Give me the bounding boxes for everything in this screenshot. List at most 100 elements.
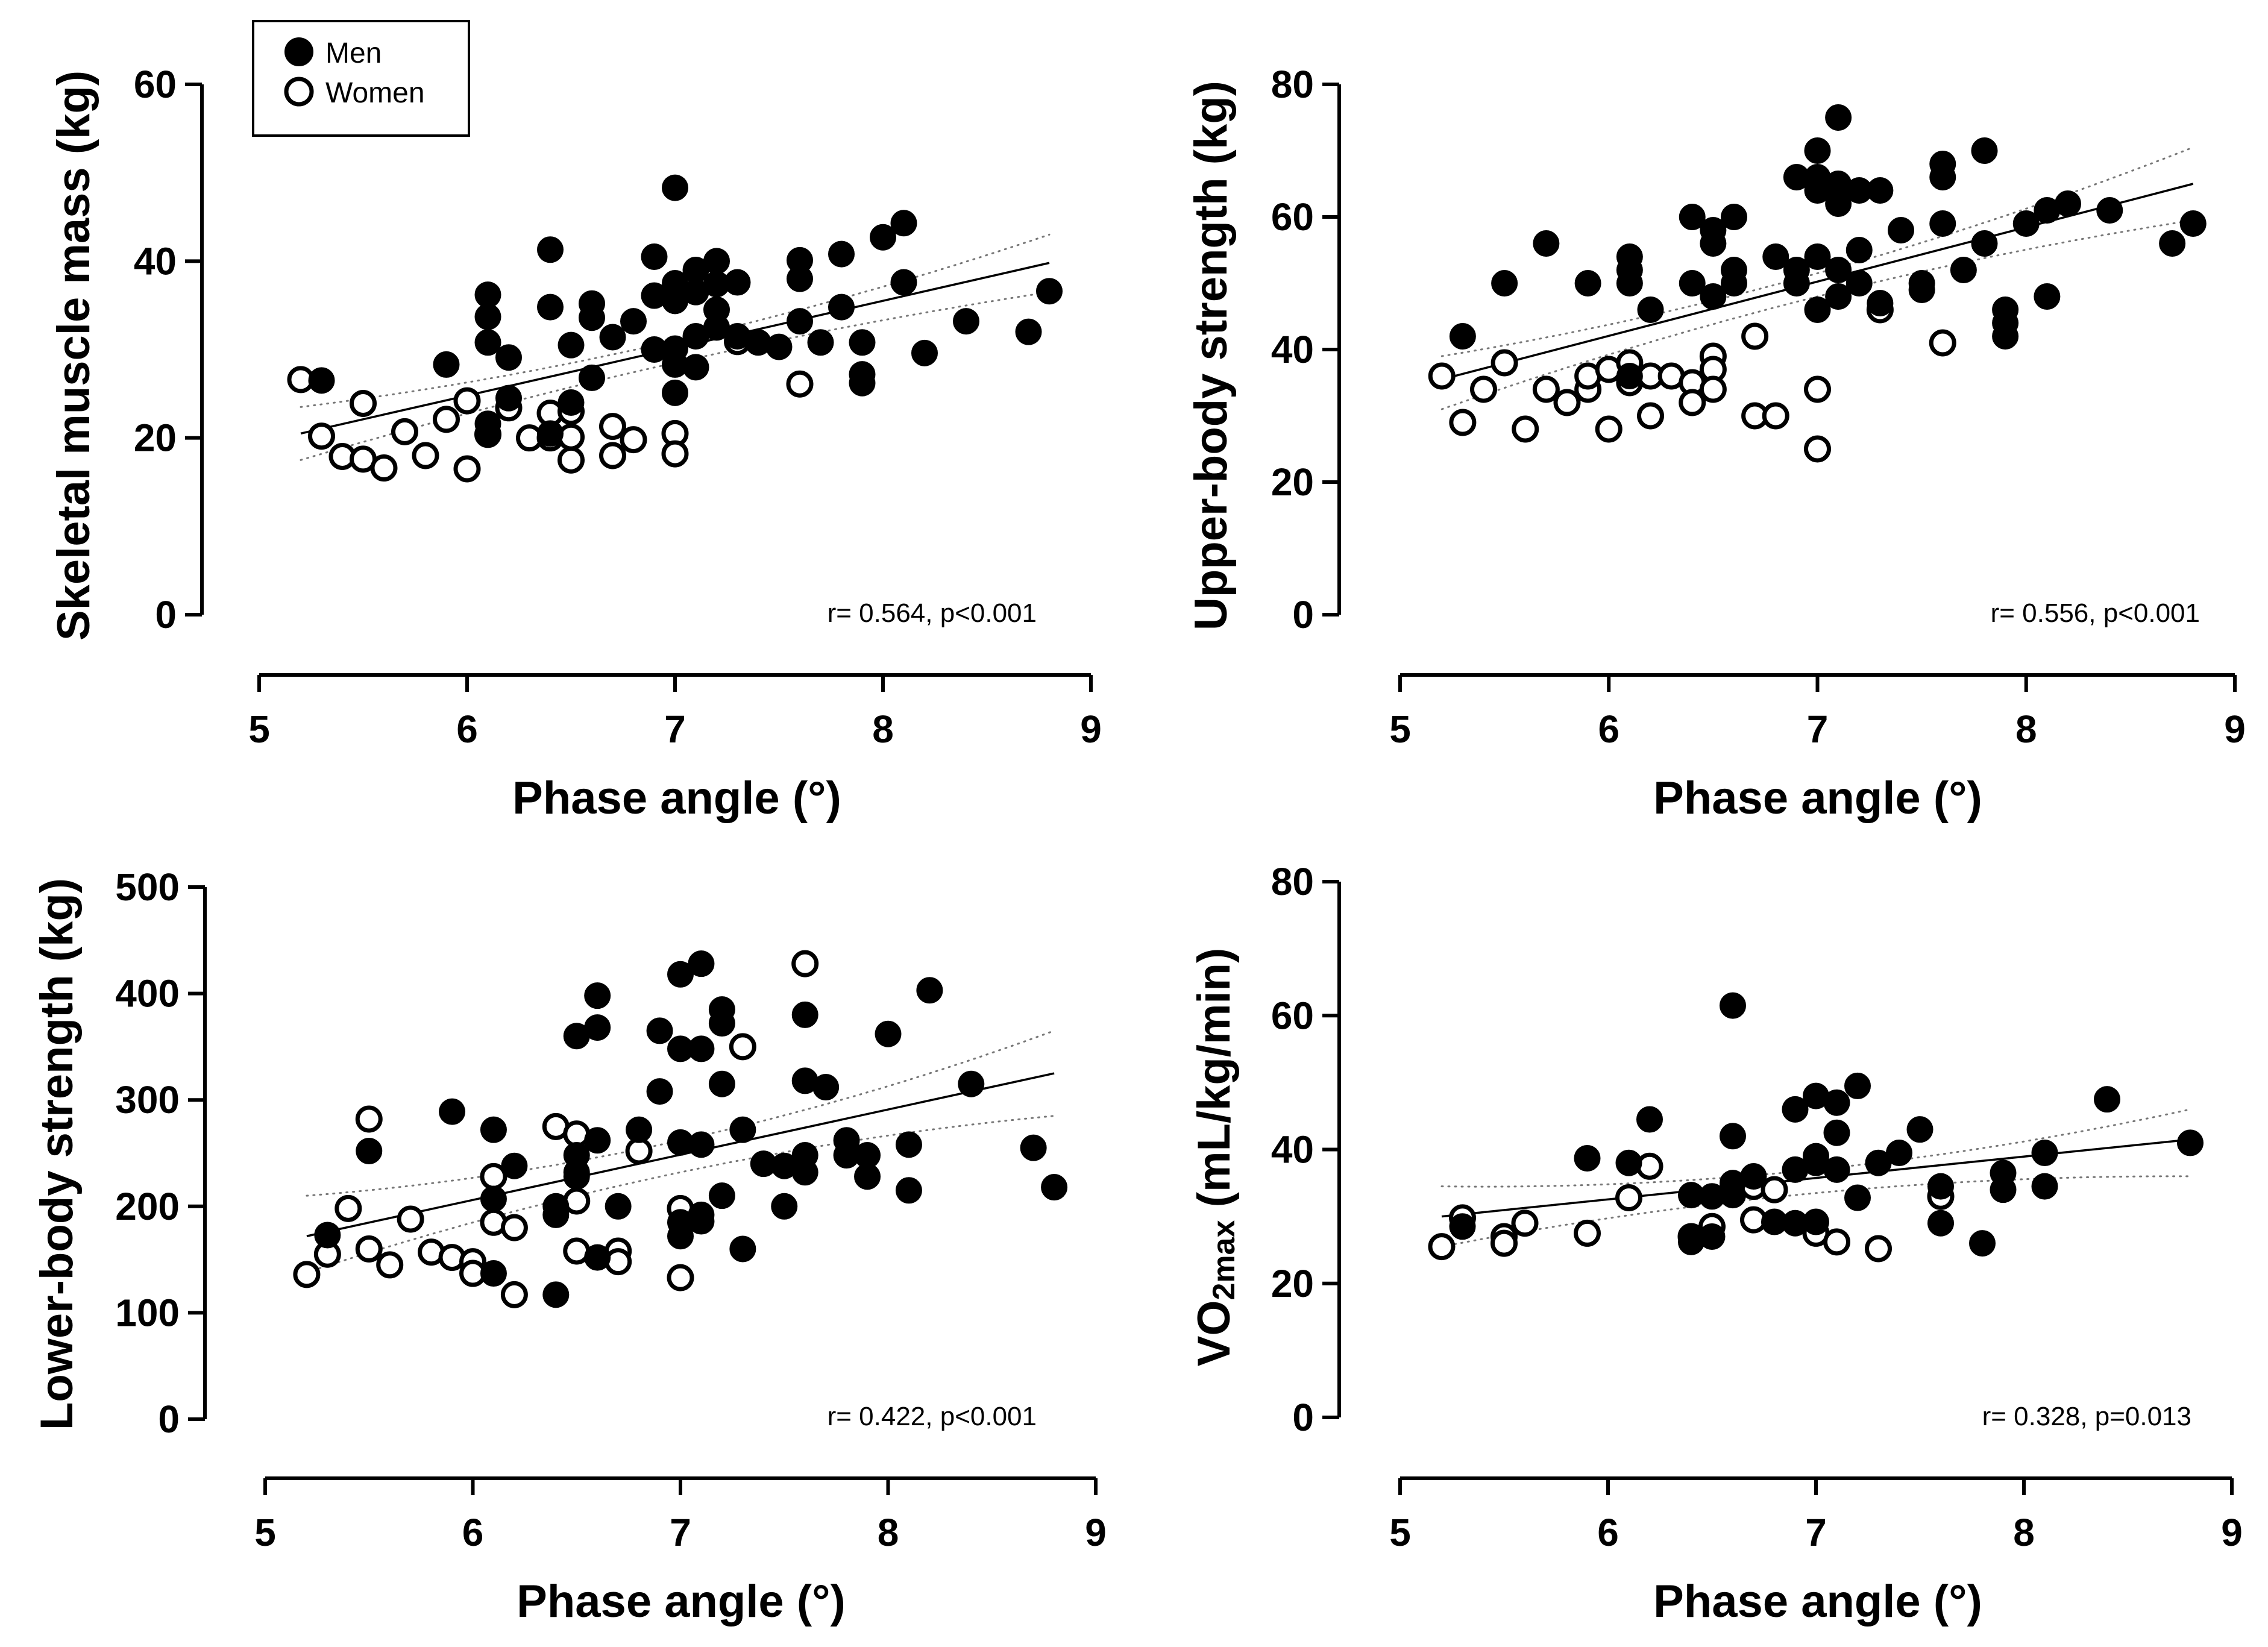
x-tick-label: 5 <box>1389 1511 1411 1554</box>
point-men <box>916 977 943 1004</box>
x-tick-label: 9 <box>1085 1511 1107 1554</box>
x-tick-label: 7 <box>1805 1511 1827 1554</box>
point-men <box>2159 230 2186 257</box>
point-men <box>433 351 460 378</box>
x-tick-label: 6 <box>456 707 478 751</box>
point-men <box>480 1185 507 1213</box>
point-men <box>1036 278 1063 305</box>
point-women <box>605 1248 632 1276</box>
point-men <box>584 1244 611 1271</box>
point-men <box>703 248 730 275</box>
point-women <box>1491 349 1518 377</box>
point-men <box>812 1074 840 1101</box>
point-men <box>501 1152 528 1179</box>
point-women <box>1470 375 1497 403</box>
point-men <box>849 369 876 397</box>
point-men <box>1574 1144 1601 1172</box>
point-men <box>1679 270 1706 296</box>
y-tick-label: 100 <box>115 1291 180 1334</box>
point-men <box>563 1163 590 1190</box>
point-men <box>765 333 793 360</box>
point-men <box>1804 296 1831 323</box>
point-men <box>542 1201 570 1228</box>
point-men <box>911 339 938 366</box>
x-tick-label: 6 <box>1598 707 1619 751</box>
point-men <box>729 1116 756 1143</box>
point-men <box>314 1222 341 1249</box>
x-tick-label: 5 <box>248 707 270 751</box>
point-men <box>1740 1162 1767 1190</box>
point-men <box>1533 230 1560 257</box>
y-axis-title-rest: (mL/kg/min) <box>1189 948 1240 1220</box>
point-women <box>1428 362 1456 390</box>
point-women <box>1511 1209 1539 1237</box>
point-men <box>1971 137 1998 164</box>
point-women <box>1762 402 1789 430</box>
point-men <box>1971 230 1998 257</box>
point-women <box>391 418 418 445</box>
point-men <box>537 293 564 321</box>
point-men <box>641 243 668 270</box>
point-men <box>667 961 694 988</box>
point-men <box>2179 210 2207 237</box>
point-men <box>1886 1140 1912 1167</box>
x-axis-title: Phase angle (°) <box>1653 773 1982 824</box>
point-men <box>2034 283 2061 310</box>
panel-skeletal-muscle-mass: r= 0.564, p<0.001 Skeletal muscle mass (… <box>48 63 1102 824</box>
regression-line <box>1441 1138 2191 1218</box>
y-tick-label: 0 <box>158 1398 180 1441</box>
point-women <box>1823 1228 1850 1256</box>
point-men <box>1636 1106 1663 1133</box>
point-women <box>1553 389 1581 416</box>
y-tick-label: 20 <box>134 416 177 460</box>
x-tick-label: 6 <box>462 1511 484 1554</box>
point-men <box>474 303 501 330</box>
point-women <box>729 1033 756 1061</box>
y-tick-label: 80 <box>1271 860 1314 903</box>
point-men <box>1844 1072 1871 1099</box>
point-men <box>2055 190 2081 217</box>
point-men <box>791 1159 818 1186</box>
point-women <box>1637 402 1664 430</box>
point-men <box>558 331 585 359</box>
legend-box <box>252 20 470 137</box>
point-women <box>355 1235 383 1263</box>
y-tick-label: 200 <box>115 1185 180 1228</box>
point-men <box>1782 1096 1809 1123</box>
point-women <box>1699 375 1727 403</box>
point-men <box>1015 318 1042 345</box>
point-women <box>412 442 439 469</box>
point-men <box>308 367 335 394</box>
x-axis-title: Phase angle (°) <box>512 773 841 824</box>
point-men <box>1867 290 1894 316</box>
point-men <box>1804 137 1831 164</box>
point-men <box>474 329 501 356</box>
point-women <box>335 1194 362 1222</box>
point-men <box>682 354 709 381</box>
point-men <box>895 1131 922 1158</box>
point-men <box>875 1020 902 1047</box>
y-axis-title: Upper-body strength (kg) <box>1186 81 1237 630</box>
point-men <box>1721 270 1747 296</box>
x-tick-label: 6 <box>1597 1511 1619 1554</box>
point-men <box>542 1281 570 1308</box>
point-men <box>1679 204 1706 230</box>
point-men <box>708 1070 735 1097</box>
point-women <box>786 370 814 398</box>
stat-annotation: r= 0.564, p<0.001 <box>828 598 1037 628</box>
x-axis-title: Phase angle (°) <box>517 1576 846 1627</box>
points-layer <box>293 950 1068 1308</box>
point-men <box>1823 1089 1850 1116</box>
point-women <box>453 455 481 483</box>
point-men <box>1845 237 1873 263</box>
ci-lower-band <box>1440 1175 2191 1248</box>
point-men <box>480 1260 507 1287</box>
point-men <box>1906 1116 1933 1143</box>
point-women <box>370 454 398 482</box>
point-men <box>439 1098 466 1125</box>
point-men <box>1823 1119 1850 1146</box>
point-men <box>558 389 585 416</box>
x-tick-label: 5 <box>1389 707 1411 751</box>
point-women <box>308 422 335 450</box>
point-women <box>599 442 626 469</box>
